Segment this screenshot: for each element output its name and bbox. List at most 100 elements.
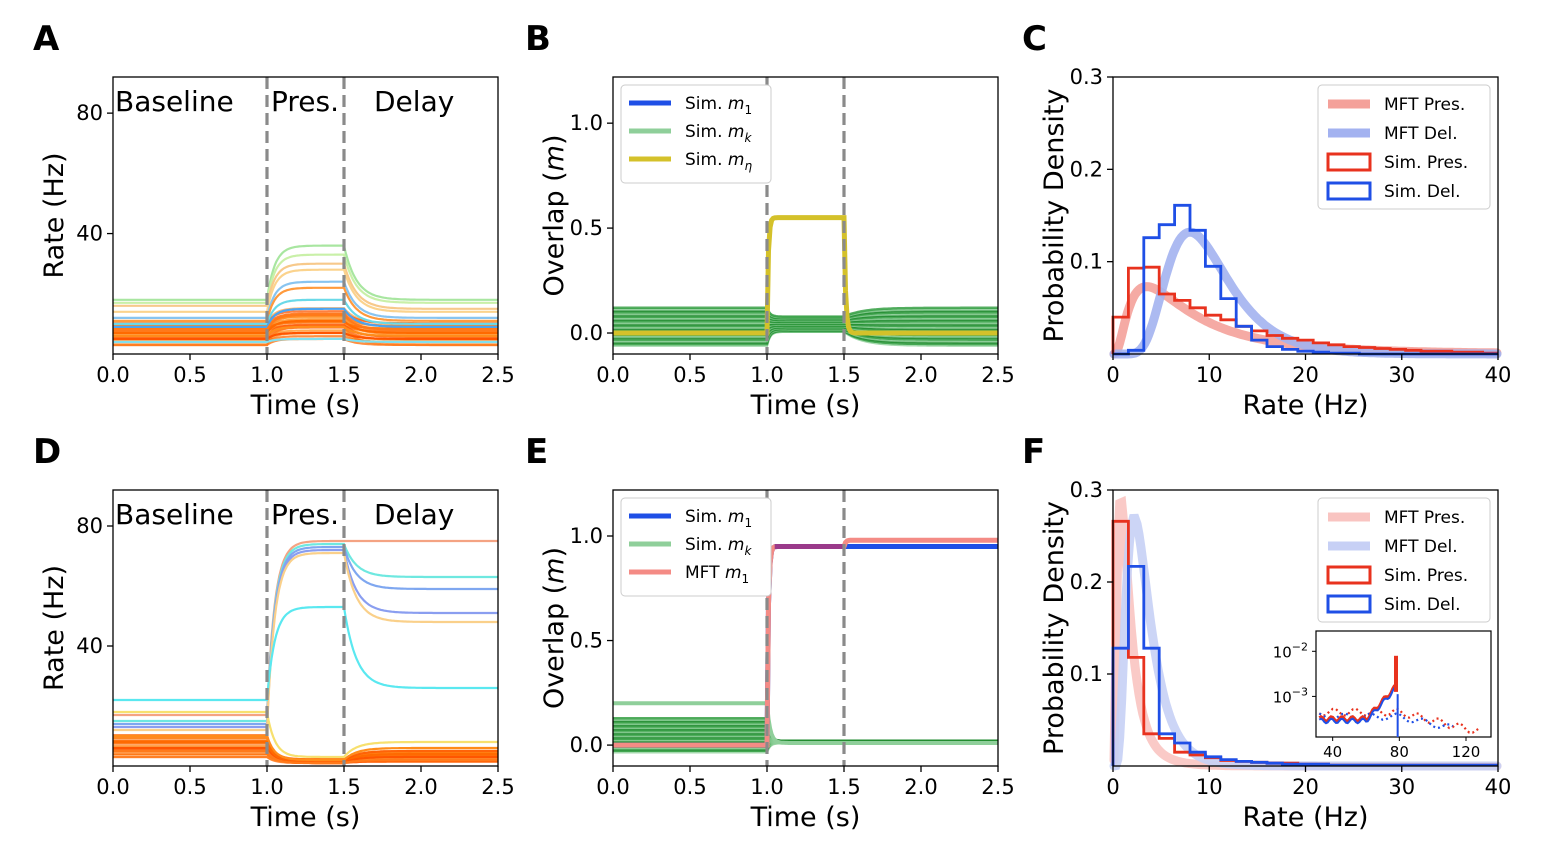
legend-label: Sim. mη [685,150,752,173]
legend-label: Sim. m1 [685,94,752,117]
x-tick-label: 2.0 [404,775,437,799]
x-axis-label: Time (s) [250,390,361,421]
y-axis-label: Overlap (m) [539,547,570,709]
y-tick-label: 80 [76,514,103,538]
inset: 40 80 120 10−2 10−3 [1273,630,1492,761]
x-tick-label: 1.5 [327,363,360,387]
overlap-trace-mk [613,306,998,318]
inset-del-tail [1318,712,1454,729]
panel-f: MFT Pres. MFT Del. Sim. Pres. Sim. Del. 0 10 2… [1022,432,1511,833]
legend-label: Sim. m1 [685,507,752,530]
axes-frame [612,489,999,767]
rate-trace [113,545,498,726]
legend: MFT Pres. MFT Del. Sim. Pres. Sim. Del. [1317,497,1491,623]
legend-label: Sim. Pres. [1384,566,1468,586]
panel-d: Baseline Pres. Delay 0.0 0.5 1.0 1.5 2.0 2.5 40 80… [33,432,515,833]
x-tick-label: 40 [1485,363,1512,387]
rate-trace-background [113,312,498,333]
x-tick-label: 1.5 [827,775,860,799]
x-tick-label: 20 [1292,363,1319,387]
x-tick-label: 2.5 [481,775,514,799]
legend-label: MFT Pres. [1384,508,1465,528]
x-tick-label: 0.5 [173,363,206,387]
inset-x-tick-label: 80 [1390,743,1409,761]
legend-label: MFT Del. [1384,537,1458,557]
rate-trace [113,253,498,304]
phase-label-delay: Delay [374,498,454,531]
rate-trace [113,307,498,328]
inset-pres-sim [1318,683,1397,723]
phase-label-baseline: Baseline [115,85,234,118]
y-tick-label: 0.3 [1070,65,1103,89]
x-tick-label: 2.0 [904,775,937,799]
panel-label: E [525,432,548,472]
rate-trace [113,298,498,325]
x-axis-label: Time (s) [750,802,861,833]
axes-frame [112,76,499,355]
y-tick-label: 0.1 [1070,250,1103,274]
x-tick-label: 10 [1196,775,1223,799]
x-tick-label: 2.0 [904,363,937,387]
rate-trace [113,337,498,344]
rate-trace [113,749,498,765]
rate-trace [113,280,498,319]
x-axis-label: Rate (Hz) [1242,802,1368,833]
legend-label: MFT Del. [1384,124,1458,144]
panel-label: F [1022,432,1045,472]
x-tick-label: 1.0 [750,775,783,799]
axes-frame [112,489,499,767]
phase-label-presentation: Pres. [271,498,339,531]
inset-y-tick-label: 10−2 [1273,640,1308,661]
rate-trace [113,286,498,322]
x-tick-label: 2.0 [404,363,437,387]
x-tick-label: 1.0 [750,363,783,387]
legend-label: MFT Pres. [1384,95,1465,115]
phase-label-baseline: Baseline [115,498,234,531]
x-tick-label: 0.0 [596,363,629,387]
y-tick-label: 0.5 [570,629,603,653]
panel-label: D [33,432,61,472]
x-tick-label: 1.5 [327,775,360,799]
rate-trace [113,710,498,759]
legend-label: Sim. mk [685,535,752,558]
sim-pres-histogram [1111,265,1498,355]
x-tick-label: 1.0 [250,775,283,799]
rate-trace [113,268,498,313]
rate-trace [113,319,498,334]
rate-trace-background [113,318,498,336]
inset-frame [1315,630,1492,738]
legend-swatch [1326,594,1372,614]
y-axis-label: Probability Density [1039,501,1070,755]
y-tick-label: 0.1 [1070,662,1103,686]
legend-label: Sim. Pres. [1384,153,1468,173]
legend-swatch [1326,565,1372,585]
rate-trace [113,548,498,729]
x-tick-label: 0.5 [673,363,706,387]
x-axis-label: Rate (Hz) [1242,390,1368,421]
rate-trace [113,734,498,762]
x-tick-label: 2.5 [981,363,1014,387]
y-tick-label: 1.0 [570,524,603,548]
x-tick-label: 0.0 [596,775,629,799]
legend: MFT Pres. MFT Del. Sim. Pres. Sim. Del. [1317,84,1491,210]
x-tick-label: 1.5 [827,363,860,387]
y-tick-label: 0.2 [1070,157,1103,181]
panel-label: B [525,19,551,59]
legend: Sim. m1 Sim. mk Sim. mη [620,84,772,184]
x-tick-label: 0.0 [96,363,129,387]
rate-trace [113,262,498,310]
y-axis-label: Probability Density [1039,89,1070,343]
legend-box [1317,84,1491,210]
rate-trace [113,313,498,331]
panel-e: Sim. m1 Sim. mk MFT m1 0.0 0.5 1.0 1.5 2.0 2.5 0.… [525,432,1015,833]
y-tick-label: 40 [76,222,103,246]
legend-label: Sim. Del. [1384,595,1461,615]
rate-trace-background [113,321,498,330]
rate-trace [113,542,498,723]
sim-del-histogram [1113,203,1498,356]
rate-trace [113,244,498,301]
overlap-trace-main [613,215,998,336]
rate-trace [113,551,498,732]
panel-a: Baseline Pres. Delay 0.0 0.5 1.0 1.5 2.0 2.5 40 80… [33,19,515,421]
